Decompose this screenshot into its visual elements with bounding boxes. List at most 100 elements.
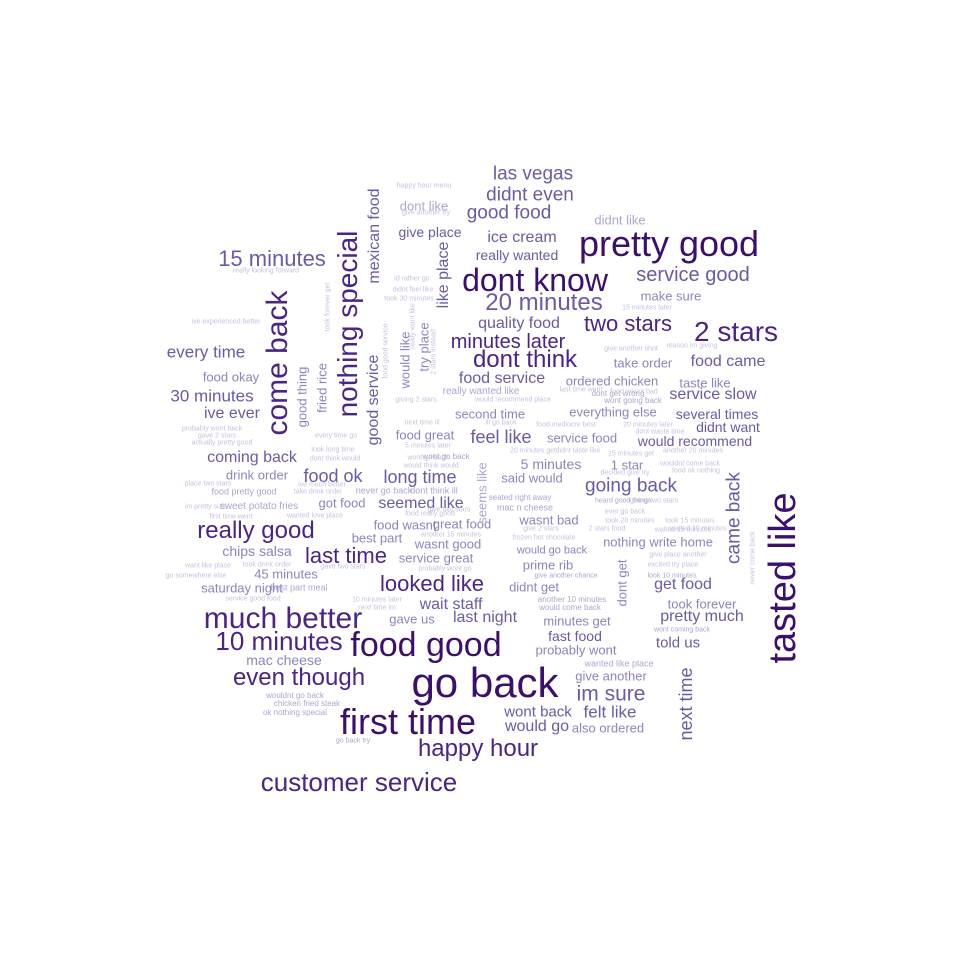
- cloud-word: everything else: [569, 404, 657, 420]
- cloud-word: service great: [398, 550, 474, 566]
- cloud-word: wanted like place: [584, 658, 654, 669]
- cloud-word: go back try: [335, 737, 371, 745]
- cloud-word: food wasnt bad: [610, 388, 658, 396]
- cloud-word: nothing write home: [603, 534, 713, 550]
- cloud-word: wasnt bad: [519, 512, 579, 528]
- cloud-word: seems like: [474, 462, 490, 524]
- cloud-word: took drink order: [242, 561, 292, 569]
- cloud-word: never go back: [355, 485, 413, 496]
- cloud-word: another 10 minutes: [537, 595, 607, 604]
- cloud-word: wanted love place: [286, 512, 344, 520]
- cloud-word: food good: [350, 626, 502, 664]
- cloud-word: frozen hot chocolate: [512, 534, 576, 542]
- cloud-word: wont go back: [407, 454, 449, 462]
- cloud-word: dont think ill: [410, 485, 458, 496]
- cloud-word: wouldnt come back: [660, 460, 720, 468]
- cloud-word: excited try place: [647, 561, 699, 569]
- cloud-word: 15 minutes: [218, 246, 326, 271]
- cloud-word: wasnt good: [414, 536, 482, 552]
- cloud-word: food ok: [303, 466, 363, 486]
- cloud-word: long time: [383, 467, 457, 487]
- cloud-word: 20 minutes: [485, 289, 603, 316]
- cloud-word: wont going back: [604, 396, 662, 405]
- cloud-word: come back: [261, 290, 294, 436]
- cloud-word: ill go back: [485, 419, 517, 427]
- cloud-word: get food: [654, 576, 712, 593]
- cloud-word: customer service: [260, 767, 458, 797]
- cloud-word: go back: [411, 659, 559, 706]
- cloud-word: im pretty sure: [184, 503, 228, 511]
- cloud-word: minutes get: [543, 613, 611, 629]
- cloud-word: chips salsa: [222, 543, 292, 559]
- cloud-word: dont know: [462, 262, 608, 298]
- cloud-word: feel like: [470, 427, 532, 447]
- cloud-word: food mediocre best: [536, 421, 596, 429]
- cloud-word: last time went: [559, 386, 603, 394]
- cloud-word: give another chance: [534, 572, 598, 580]
- cloud-word: next time ill: [404, 419, 440, 427]
- cloud-word: 2 stars: [693, 316, 779, 347]
- cloud-word: 2 stars instead: [430, 329, 438, 375]
- cloud-word: would go: [504, 718, 570, 735]
- cloud-word: place two stars: [184, 480, 232, 488]
- cloud-word: food good service: [382, 323, 390, 379]
- cloud-word: drink order: [225, 467, 289, 483]
- cloud-word: next time: [676, 667, 696, 741]
- cloud-word: id rather go: [394, 275, 430, 283]
- cloud-word: dont get wrong: [591, 389, 645, 398]
- cloud-word: dont waste time: [635, 428, 685, 436]
- cloud-word: never come back: [749, 531, 757, 585]
- cloud-word: wont coming back: [653, 626, 711, 634]
- cloud-word: mac n cheese: [496, 502, 554, 513]
- cloud-word: going back: [585, 475, 677, 497]
- cloud-word: 5 minutes later: [405, 442, 451, 450]
- cloud-word: ive much better: [298, 481, 346, 489]
- cloud-word: giving two stars: [629, 497, 679, 505]
- cloud-word: pretty good: [578, 223, 760, 264]
- cloud-word: two stars: [583, 311, 673, 336]
- cloud-word: took 20 minutes: [605, 517, 655, 525]
- cloud-word: took 30 minutes: [384, 295, 434, 303]
- cloud-word: gave two stars: [320, 563, 366, 571]
- cloud-word: minutes later: [450, 331, 566, 353]
- cloud-word: fried rice: [314, 363, 330, 413]
- cloud-word: really wanted: [475, 247, 559, 263]
- cloud-word: 2 stars food: [588, 525, 626, 533]
- cloud-word: ive experienced better: [191, 318, 261, 326]
- cloud-word: dont get: [614, 559, 630, 607]
- cloud-word: also ordered: [571, 720, 645, 736]
- cloud-word: would go back: [516, 544, 588, 557]
- cloud-word: quality food: [478, 315, 560, 332]
- cloud-word: best part: [351, 530, 403, 546]
- cloud-word: gave 2 stars: [197, 432, 237, 440]
- cloud-word: wouldnt go back: [266, 691, 324, 700]
- cloud-word: every time go: [314, 432, 358, 440]
- cloud-word: every time: [166, 342, 246, 362]
- cloud-word: give place another: [649, 551, 707, 559]
- cloud-word: even though: [232, 664, 366, 691]
- cloud-word: taste like: [679, 375, 731, 391]
- cloud-word: chicken fried steak: [273, 699, 341, 708]
- cloud-word: service good: [636, 264, 750, 286]
- cloud-word: happy hour menu: [396, 182, 452, 190]
- cloud-word: mac cheese: [246, 652, 322, 668]
- cloud-word: give another try: [401, 209, 451, 217]
- cloud-word: take order: [613, 355, 673, 371]
- cloud-word: really want like: [409, 303, 417, 349]
- cloud-word: food great: [395, 427, 455, 443]
- cloud-word: took forever get: [324, 282, 332, 332]
- cloud-word: food wasnt: [373, 517, 437, 533]
- cloud-word: wont back: [504, 703, 572, 721]
- cloud-word: look long time: [311, 446, 355, 454]
- cloud-word: giving 2 stars: [395, 396, 437, 404]
- cloud-word: happy hour: [417, 735, 539, 762]
- cloud-word: give 2 stars: [523, 525, 559, 533]
- cloud-word: another 15 minutes: [421, 531, 481, 539]
- cloud-word: second time: [454, 406, 526, 422]
- cloud-word: dont think: [472, 346, 578, 373]
- cloud-word: give another: [575, 668, 647, 684]
- cloud-word: good service: [365, 354, 382, 446]
- cloud-word: 10 minutes: [215, 626, 343, 656]
- cloud-word: ever go back: [604, 508, 646, 516]
- cloud-word: would come back: [539, 603, 601, 612]
